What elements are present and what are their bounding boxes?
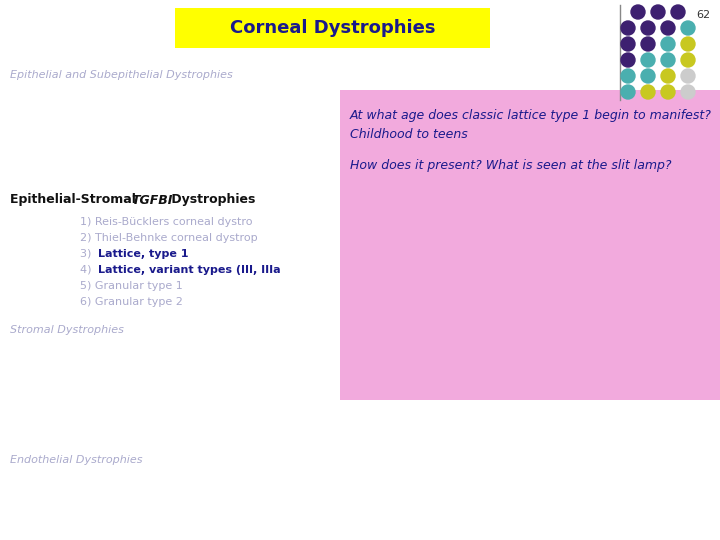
Text: 4): 4) <box>80 265 95 275</box>
Text: 62: 62 <box>696 10 710 20</box>
Circle shape <box>681 21 695 35</box>
Circle shape <box>681 69 695 83</box>
Text: 3): 3) <box>80 249 95 259</box>
Circle shape <box>681 85 695 99</box>
Circle shape <box>621 37 635 51</box>
Text: Lattice, type 1: Lattice, type 1 <box>98 249 189 259</box>
Text: Stromal Dystrophies: Stromal Dystrophies <box>10 325 124 335</box>
Text: Epithelial and Subepithelial Dystrophies: Epithelial and Subepithelial Dystrophies <box>10 70 233 80</box>
Text: Lattice, variant types (III, IIIa: Lattice, variant types (III, IIIa <box>98 265 281 275</box>
Circle shape <box>621 85 635 99</box>
Text: Childhood to teens: Childhood to teens <box>350 129 468 141</box>
Circle shape <box>661 53 675 67</box>
Circle shape <box>641 85 655 99</box>
Text: How does it present? What is seen at the slit lamp?: How does it present? What is seen at the… <box>350 159 672 172</box>
Circle shape <box>641 69 655 83</box>
Circle shape <box>621 69 635 83</box>
Circle shape <box>651 5 665 19</box>
Circle shape <box>681 53 695 67</box>
Circle shape <box>681 37 695 51</box>
Circle shape <box>661 37 675 51</box>
Text: 5) Granular type 1: 5) Granular type 1 <box>80 281 183 291</box>
Circle shape <box>661 21 675 35</box>
Circle shape <box>671 5 685 19</box>
Text: Endothelial Dystrophies: Endothelial Dystrophies <box>10 455 143 465</box>
Text: 2) Thiel-Behnke corneal dystrop: 2) Thiel-Behnke corneal dystrop <box>80 233 258 243</box>
Text: TGFBI: TGFBI <box>131 193 172 206</box>
Circle shape <box>641 37 655 51</box>
Bar <box>175 8 490 48</box>
Text: Corneal Dystrophies: Corneal Dystrophies <box>230 19 436 37</box>
Circle shape <box>641 21 655 35</box>
Circle shape <box>641 53 655 67</box>
Text: 1) Reis-Bücklers corneal dystro: 1) Reis-Bücklers corneal dystro <box>80 217 253 227</box>
Text: Dystrophies: Dystrophies <box>167 193 256 206</box>
Circle shape <box>621 21 635 35</box>
Bar <box>340 90 720 400</box>
Text: Epithelial-Stromal: Epithelial-Stromal <box>10 193 140 206</box>
Circle shape <box>661 85 675 99</box>
Circle shape <box>661 69 675 83</box>
Circle shape <box>631 5 645 19</box>
Circle shape <box>621 53 635 67</box>
Text: 6) Granular type 2: 6) Granular type 2 <box>80 297 183 307</box>
Text: At what age does classic lattice type 1 begin to manifest?: At what age does classic lattice type 1 … <box>350 109 712 122</box>
